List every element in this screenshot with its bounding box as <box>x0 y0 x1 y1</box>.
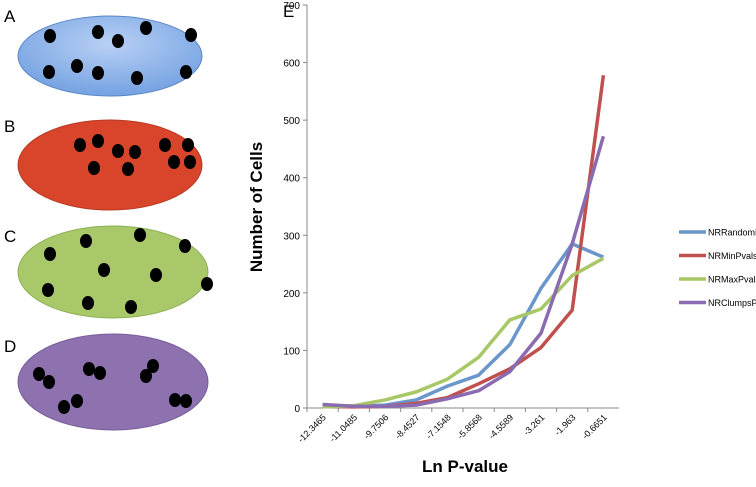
y-tick-label: 400 <box>283 174 300 185</box>
panel-label: E <box>283 2 294 21</box>
y-tick-label: 300 <box>283 231 300 242</box>
panel-label: D <box>4 337 16 356</box>
x-tick-label: -3.261 <box>521 412 546 437</box>
y-tick-label: 0 <box>294 404 300 415</box>
y-tick-label: 700 <box>283 1 300 12</box>
x-tick-label: -8.4527 <box>393 412 422 441</box>
x-tick-label: -7.1548 <box>424 412 453 441</box>
x-tick-label: -1.963 <box>552 412 577 437</box>
panel-label: B <box>4 117 15 136</box>
panel-label: A <box>4 7 16 26</box>
y-tick-label: 200 <box>283 289 300 300</box>
y-tick-label: 100 <box>283 346 300 357</box>
series-line <box>322 256 605 409</box>
x-tick-label: -0.6651 <box>580 412 609 441</box>
cell-region <box>17 225 209 319</box>
series-line <box>322 135 606 409</box>
y-tick-label: 500 <box>283 116 300 127</box>
cell-region <box>17 15 203 97</box>
dots <box>74 134 196 176</box>
dots <box>43 21 197 85</box>
panel-b: B <box>4 117 203 211</box>
legend-label: NRClumpsPvals <box>708 298 756 308</box>
panel-a: A <box>4 7 203 97</box>
x-axis-label: Ln P-value <box>422 457 508 476</box>
panel-c: C <box>4 225 213 319</box>
cell-region <box>17 119 203 211</box>
x-tick-label: -11.0485 <box>327 412 359 444</box>
series-line <box>322 75 606 409</box>
legend-label: NRMaxPvals <box>708 275 756 285</box>
x-tick-label: -12.3465 <box>296 412 328 444</box>
x-tick-label: -5.8568 <box>455 412 484 441</box>
x-tick-label: -9.7506 <box>362 412 391 441</box>
panel-label: C <box>4 227 16 246</box>
dots <box>33 359 192 414</box>
y-axis-label: Number of Cells <box>247 142 266 272</box>
y-tick-label: 600 <box>283 59 300 70</box>
legend-label: NRMinPvals <box>708 251 756 261</box>
legend-label: NRRandomPvals <box>708 228 756 238</box>
x-tick-label: -4.5589 <box>487 412 516 441</box>
dots <box>42 228 213 314</box>
panel-d: D <box>4 333 209 431</box>
